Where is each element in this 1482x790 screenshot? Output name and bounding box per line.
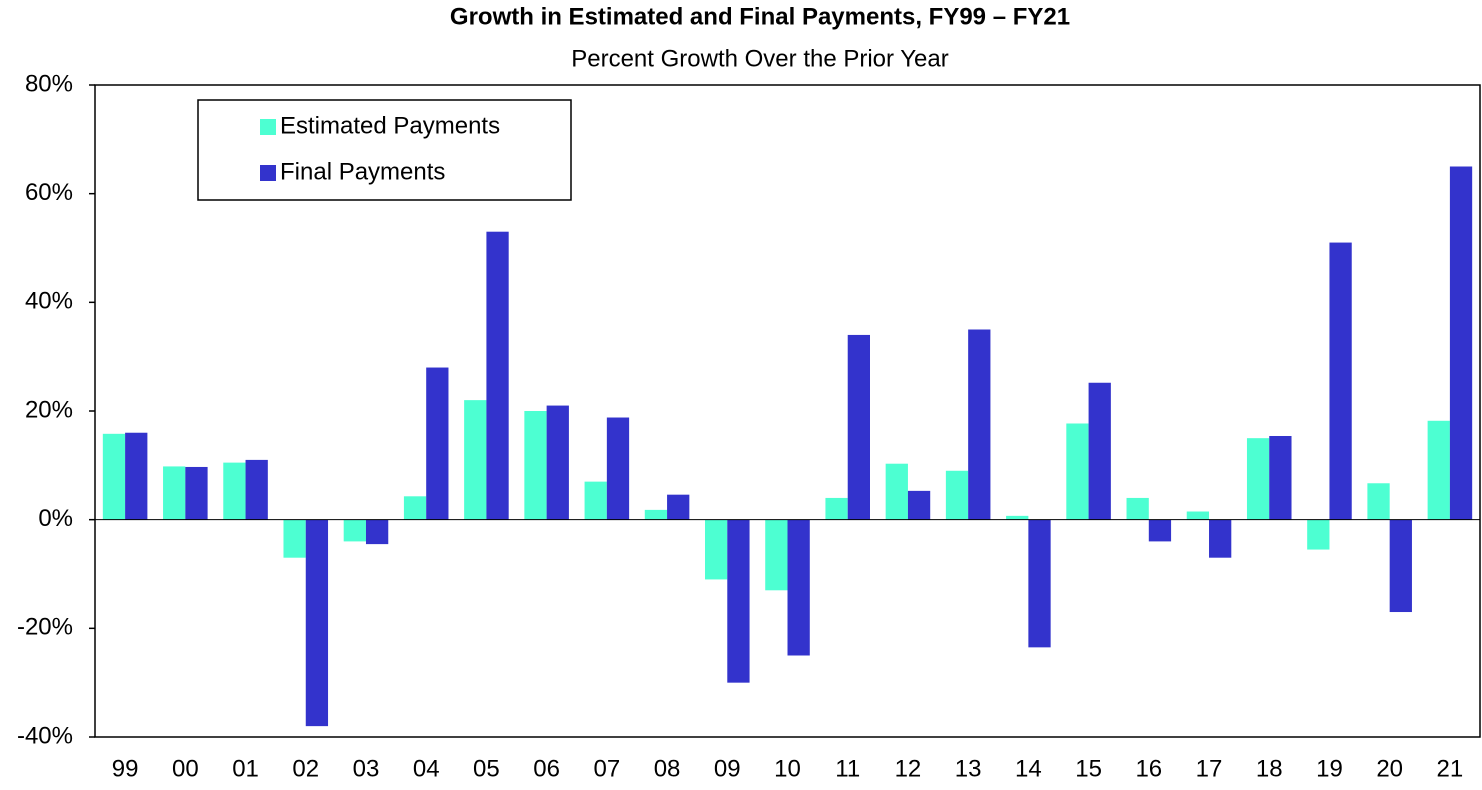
bar — [343, 519, 366, 542]
bar — [223, 462, 246, 520]
y-tick-label: 60% — [25, 179, 73, 206]
x-tick-label: 03 — [353, 755, 380, 782]
bar — [245, 459, 268, 520]
bar — [1126, 497, 1149, 520]
y-tick-label: -20% — [17, 614, 73, 641]
x-tick-label: 21 — [1437, 755, 1464, 782]
bar — [727, 519, 750, 683]
bar — [464, 400, 487, 520]
bar — [1186, 511, 1210, 520]
x-tick-label: 06 — [533, 755, 560, 782]
bar — [847, 334, 870, 520]
bar — [825, 497, 848, 520]
x-tick-label: 16 — [1135, 755, 1162, 782]
bar — [907, 490, 931, 520]
x-tick-label: 20 — [1376, 755, 1403, 782]
bar — [365, 519, 389, 545]
bar — [305, 519, 329, 727]
bar — [705, 519, 728, 580]
y-tick-label: 40% — [25, 288, 73, 315]
bar — [606, 417, 630, 520]
x-tick-label: 17 — [1196, 755, 1223, 782]
bar — [1246, 438, 1270, 520]
bar — [644, 509, 668, 520]
bar — [787, 519, 810, 656]
bar — [1006, 515, 1029, 520]
bar — [1449, 166, 1473, 520]
x-tick-label: 15 — [1075, 755, 1102, 782]
x-tick-label: 10 — [774, 755, 801, 782]
bar — [486, 231, 509, 520]
bar — [968, 329, 991, 520]
bar — [885, 463, 908, 520]
bar — [1088, 382, 1111, 520]
bar — [102, 433, 126, 520]
bar — [403, 496, 427, 520]
x-tick-label: 18 — [1256, 755, 1283, 782]
bar — [1209, 519, 1232, 558]
bar — [1307, 519, 1330, 550]
bar — [283, 519, 306, 558]
y-tick-label: 80% — [25, 70, 73, 97]
bar — [584, 481, 607, 520]
x-tick-label: 99 — [112, 755, 139, 782]
bar — [765, 519, 788, 591]
bar — [667, 494, 690, 520]
y-tick-label: 20% — [25, 396, 73, 423]
x-tick-label: 13 — [955, 755, 982, 782]
legend-swatch — [260, 165, 276, 181]
x-tick-label: 05 — [473, 755, 500, 782]
chart-subtitle: Percent Growth Over the Prior Year — [571, 45, 949, 72]
x-tick-label: 07 — [593, 755, 620, 782]
bar — [1367, 483, 1390, 520]
bar — [1329, 242, 1352, 520]
bar — [1028, 519, 1051, 648]
bar — [185, 466, 208, 520]
bar — [163, 466, 186, 520]
legend-swatch — [260, 119, 276, 135]
bar — [1389, 519, 1412, 613]
legend-box — [197, 99, 572, 201]
x-tick-label: 08 — [654, 755, 681, 782]
bar — [1269, 435, 1292, 520]
x-tick-label: 01 — [232, 755, 259, 782]
bar — [1066, 423, 1089, 520]
bar — [546, 405, 569, 520]
bar — [1427, 420, 1450, 520]
y-tick-label: 0% — [38, 505, 73, 532]
bar — [945, 470, 969, 520]
x-tick-label: 09 — [714, 755, 741, 782]
bar — [125, 432, 148, 520]
chart-title: Growth in Estimated and Final Payments, … — [450, 3, 1070, 30]
x-tick-label: 19 — [1316, 755, 1343, 782]
y-tick-label: -40% — [17, 722, 73, 749]
x-tick-label: 04 — [413, 755, 440, 782]
legend-label: Estimated Payments — [280, 112, 500, 139]
x-tick-label: 00 — [172, 755, 199, 782]
legend-label: Final Payments — [280, 158, 445, 185]
bar — [1148, 519, 1172, 542]
x-tick-label: 12 — [895, 755, 922, 782]
x-tick-label: 02 — [292, 755, 319, 782]
bar — [426, 367, 449, 520]
bar — [524, 411, 547, 520]
x-tick-label: 11 — [835, 755, 860, 782]
x-tick-label: 14 — [1015, 755, 1042, 782]
